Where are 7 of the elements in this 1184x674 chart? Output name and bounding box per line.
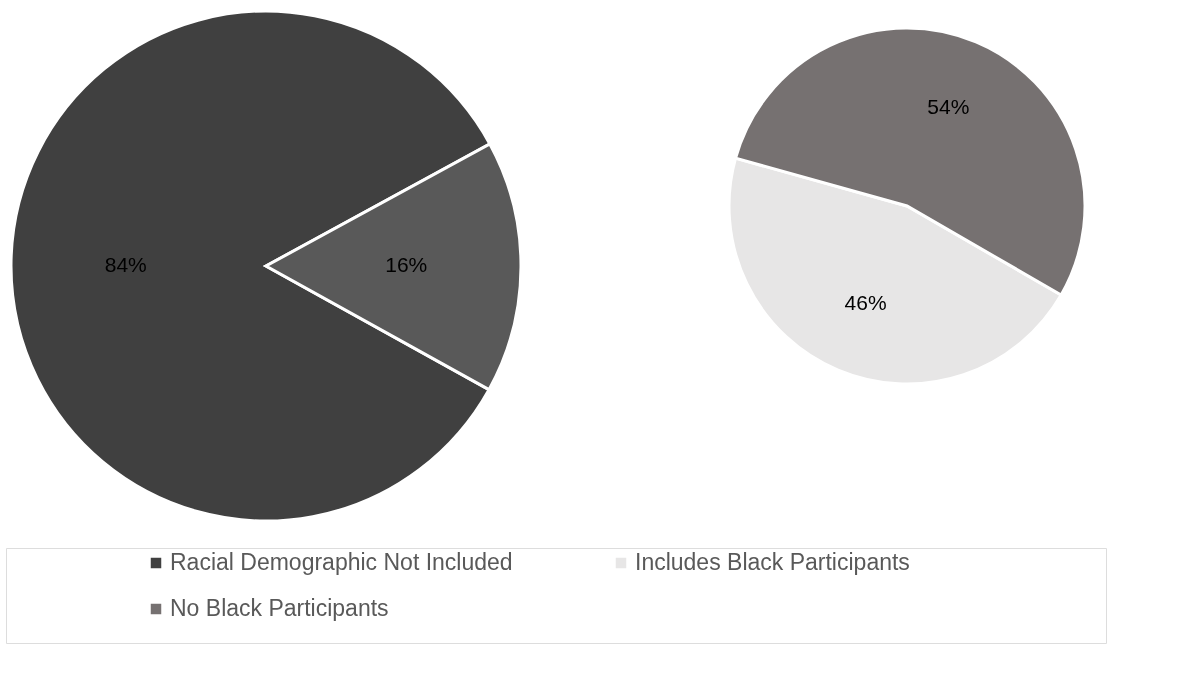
data-label: 54% bbox=[927, 94, 970, 118]
legend-label: No Black Participants bbox=[170, 595, 389, 621]
data-label: 84% bbox=[104, 252, 147, 276]
data-label: 16% bbox=[385, 253, 428, 277]
legend-label: Racial Demographic Not Included bbox=[170, 549, 513, 575]
data-label: 46% bbox=[844, 291, 887, 315]
legend-label: Includes Black Participants bbox=[635, 549, 910, 575]
